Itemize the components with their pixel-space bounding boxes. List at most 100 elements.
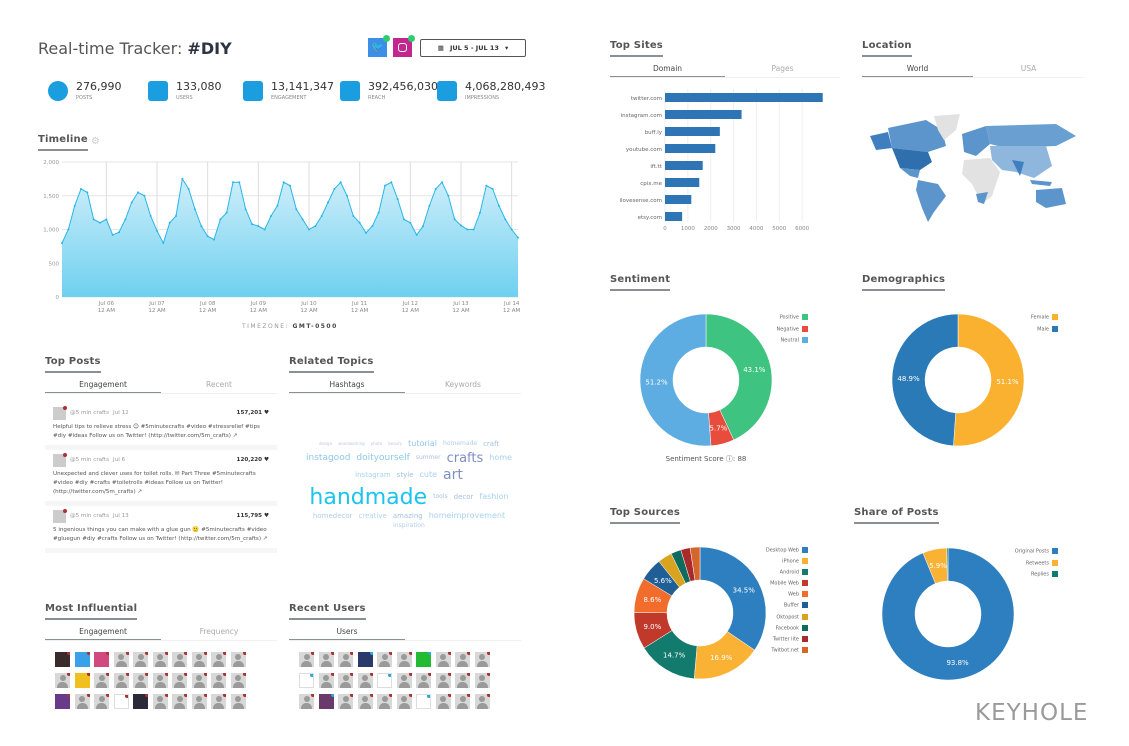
tab-pages[interactable]: Pages: [771, 64, 794, 73]
user-avatar[interactable]: [191, 673, 207, 688]
slice-positive[interactable]: [705, 314, 772, 441]
user-avatar[interactable]: [113, 652, 129, 667]
legend-item[interactable]: Retweets: [1026, 559, 1058, 566]
hashtag-word[interactable]: crafts: [446, 450, 484, 466]
timeline-point[interactable]: [403, 218, 405, 221]
timeline-point[interactable]: [453, 218, 456, 221]
hashtag-word[interactable]: style: [396, 470, 414, 479]
timeline-point[interactable]: [175, 215, 177, 217]
hashtag-word[interactable]: art: [443, 467, 463, 484]
user-avatar[interactable]: [435, 652, 451, 667]
legend-item[interactable]: Replies: [1031, 571, 1058, 578]
bar-ift.tt[interactable]: [665, 161, 703, 170]
user-avatar[interactable]: [133, 652, 148, 667]
slice-female[interactable]: [953, 314, 1024, 446]
user-avatar[interactable]: [191, 652, 207, 667]
timeline-point[interactable]: [365, 231, 367, 234]
hashtag-word[interactable]: cute: [419, 470, 437, 480]
timeline-point[interactable]: [162, 242, 165, 244]
timeline-point[interactable]: [422, 225, 424, 228]
timeline-point[interactable]: [460, 224, 462, 227]
timeline-point[interactable]: [130, 201, 133, 204]
hashtag-word[interactable]: homeimprovement: [428, 511, 506, 521]
bar-buff.ly[interactable]: [665, 127, 720, 136]
hashtag-word[interactable]: decor: [453, 492, 474, 501]
user-avatar[interactable]: [172, 694, 187, 709]
legend-item[interactable]: Twitter lite: [773, 635, 808, 642]
slice-replies[interactable]: [946, 548, 949, 582]
legend-item[interactable]: Male: [1037, 325, 1058, 332]
date-range-dropdown[interactable]: ▦ JUL 5 - JUL 13 ▾: [420, 39, 526, 57]
timeline-point[interactable]: [270, 215, 272, 217]
hashtag-word[interactable]: beauty: [388, 441, 403, 447]
legend-item[interactable]: Desktop Web: [766, 547, 808, 554]
legend-item[interactable]: Facebook: [776, 624, 808, 631]
user-avatar[interactable]: [211, 694, 226, 709]
user-avatar[interactable]: [172, 673, 187, 688]
timeline-point[interactable]: [466, 228, 469, 231]
timeline-point[interactable]: [92, 218, 95, 221]
timeline-point[interactable]: [447, 194, 450, 197]
timeline-point[interactable]: [143, 194, 146, 197]
user-avatar[interactable]: [94, 652, 109, 667]
hashtag-word[interactable]: handmade: [309, 484, 428, 510]
post-author[interactable]: @5 min crafts: [70, 457, 110, 463]
timeline-point[interactable]: [181, 177, 184, 180]
tab-recent[interactable]: Recent: [206, 380, 232, 389]
user-avatar[interactable]: [152, 652, 168, 667]
user-avatar[interactable]: [133, 694, 148, 709]
tab-users[interactable]: Users: [289, 627, 405, 640]
tab-hashtags[interactable]: Hashtags: [289, 380, 405, 393]
timeline-point[interactable]: [441, 181, 443, 184]
timeline-point[interactable]: [517, 236, 519, 239]
map-russia[interactable]: [986, 124, 1076, 148]
timeline-point[interactable]: [377, 211, 380, 214]
user-avatar[interactable]: [474, 652, 490, 667]
tab-keywords[interactable]: Keywords: [445, 380, 481, 389]
user-avatar[interactable]: [416, 673, 431, 688]
tab-usa[interactable]: USA: [1020, 64, 1037, 73]
user-avatar[interactable]: [318, 652, 334, 667]
user-avatar[interactable]: [74, 673, 90, 688]
timeline-point[interactable]: [390, 181, 393, 184]
timeline-point[interactable]: [99, 221, 101, 224]
user-avatar[interactable]: [396, 673, 412, 688]
user-avatar[interactable]: [416, 652, 431, 667]
bar-instagram.com[interactable]: [665, 110, 742, 119]
slice-neutral[interactable]: [640, 314, 712, 446]
hashtag-word[interactable]: summer: [415, 454, 441, 462]
top-post[interactable]: @5 min crafts Jul 12 157,201 ♥ Helpful tips…: [45, 403, 277, 450]
legend-item[interactable]: Oktopost: [776, 613, 808, 620]
user-avatar[interactable]: [357, 652, 373, 667]
post-author[interactable]: @5 min crafts: [70, 513, 110, 519]
hashtag-word[interactable]: design: [318, 441, 333, 447]
timeline-point[interactable]: [111, 233, 114, 236]
timeline-point[interactable]: [320, 215, 323, 217]
bar-ilovesense.com[interactable]: [665, 195, 692, 204]
user-avatar[interactable]: [113, 673, 129, 688]
avatar[interactable]: [53, 509, 67, 523]
timeline-point[interactable]: [295, 208, 298, 211]
legend-item[interactable]: Original Posts: [1015, 548, 1058, 555]
slice-desktop-web[interactable]: [699, 547, 766, 651]
timeline-point[interactable]: [510, 228, 513, 231]
timeline-point[interactable]: [428, 204, 431, 207]
timeline-point[interactable]: [276, 204, 279, 207]
avatar[interactable]: [53, 453, 67, 467]
timeline-point[interactable]: [327, 201, 329, 204]
timeline-point[interactable]: [187, 188, 190, 190]
timeline-point[interactable]: [371, 225, 374, 228]
legend-item[interactable]: Web: [788, 591, 808, 598]
user-avatar[interactable]: [357, 673, 373, 688]
timeline-point[interactable]: [485, 184, 488, 187]
timeline-point[interactable]: [384, 184, 386, 187]
user-avatar[interactable]: [230, 673, 246, 688]
hashtag-word[interactable]: homemade: [443, 440, 478, 448]
slice-male[interactable]: [892, 314, 959, 446]
timeline-point[interactable]: [346, 194, 348, 197]
bar-twitter.com[interactable]: [665, 93, 823, 102]
user-avatar[interactable]: [455, 652, 470, 667]
instagram-source-toggle[interactable]: [393, 35, 415, 57]
timeline-point[interactable]: [314, 225, 317, 228]
user-avatar[interactable]: [396, 652, 412, 667]
